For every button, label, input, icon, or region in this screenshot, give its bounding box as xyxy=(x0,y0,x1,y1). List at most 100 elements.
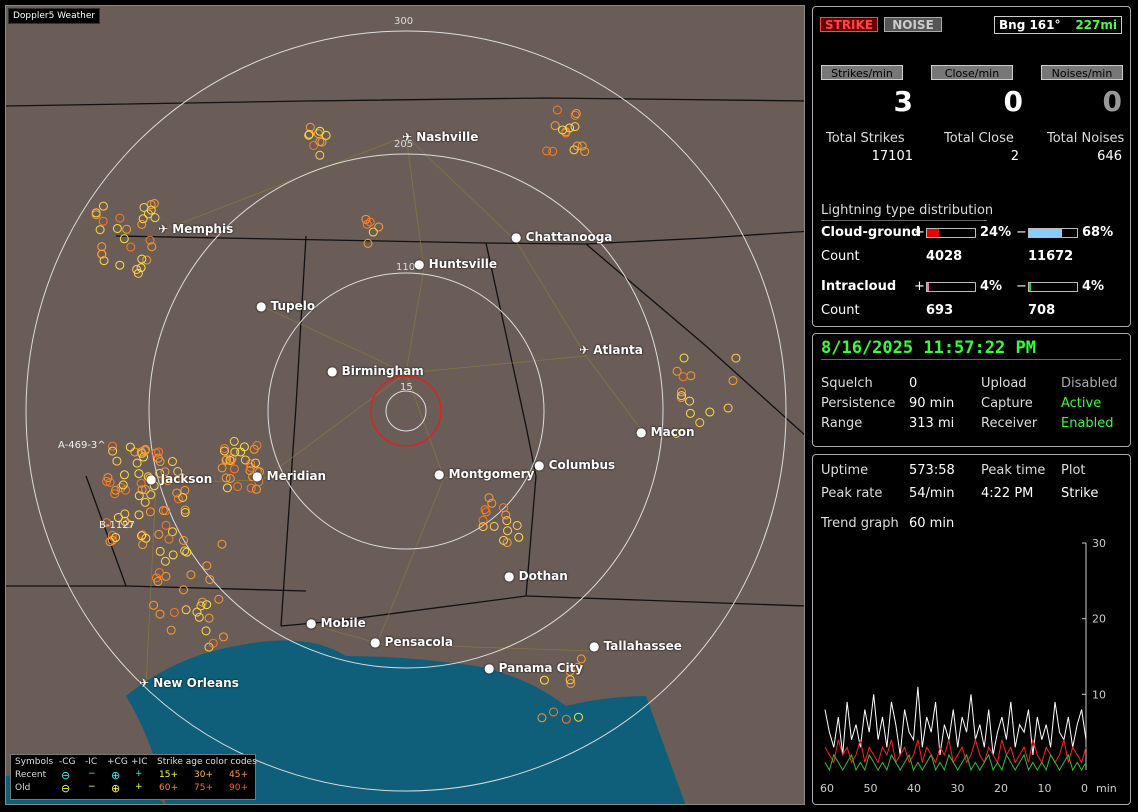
strike-symbol xyxy=(160,556,170,566)
strikes-per-min-button[interactable]: Strikes/min xyxy=(821,65,903,80)
trend-x-tick-label: 0 xyxy=(1081,782,1088,795)
close-range-ring xyxy=(370,375,442,447)
strike-symbol xyxy=(218,632,228,642)
ic-positive-pct: 4% xyxy=(980,279,1003,294)
strike-symbol xyxy=(484,493,494,503)
strike-symbol xyxy=(112,456,122,466)
strike-symbol xyxy=(576,654,586,664)
legend-old-neg-ic-icon: − xyxy=(88,782,96,792)
cg-minus-sign: − xyxy=(1016,225,1027,240)
strike-symbol xyxy=(91,210,101,220)
strike-symbol xyxy=(160,467,170,477)
strike-symbol xyxy=(219,443,229,453)
strike-symbol xyxy=(181,605,191,615)
legend-old-pos-ic-icon: + xyxy=(135,782,143,792)
legend-col-cg-neg: -CG xyxy=(59,757,76,767)
strike-symbol xyxy=(178,535,188,545)
strikes-per-min-value: 3 xyxy=(893,85,913,118)
strike-symbol xyxy=(571,108,581,118)
city-label-memphis: ✈ Memphis xyxy=(158,222,234,236)
strike-symbol xyxy=(186,570,196,580)
strike-symbol xyxy=(225,455,235,465)
total-close-label: Total Close xyxy=(944,131,1014,146)
close-per-min-value: 0 xyxy=(1003,85,1023,118)
strike-symbol xyxy=(95,225,105,235)
strike-symbol xyxy=(315,126,325,136)
trend-graph-value[interactable]: 60 min xyxy=(909,516,955,531)
strike-symbol xyxy=(98,216,108,226)
strike-symbol xyxy=(102,476,112,486)
strike-symbol xyxy=(173,494,183,504)
city-label-pensacola: ● Pensacola xyxy=(370,635,453,649)
strike-symbol xyxy=(217,463,227,473)
ic-negative-count: 708 xyxy=(1028,303,1056,318)
cg-label: Cloud-ground xyxy=(821,225,921,240)
strike-mode-button[interactable]: STRIKE xyxy=(820,17,878,32)
strike-symbol xyxy=(161,520,171,530)
strike-symbol xyxy=(155,468,165,478)
strike-symbol xyxy=(169,607,179,617)
strike-symbol xyxy=(569,145,579,155)
strike-symbol xyxy=(565,123,575,133)
strike-symbol xyxy=(225,473,235,483)
strike-symbol xyxy=(132,264,142,274)
strike-symbol xyxy=(140,497,150,507)
legend-old-label: Old xyxy=(15,783,31,793)
strike-symbol xyxy=(565,666,575,676)
strike-symbol xyxy=(136,447,146,457)
range-label-205: 205 xyxy=(394,139,414,150)
trend-x-tick-label: 50 xyxy=(864,782,878,795)
strike-symbol xyxy=(125,442,135,452)
receiver-status[interactable]: Enabled xyxy=(1061,416,1114,431)
noises-per-min-button[interactable]: Noises/min xyxy=(1041,65,1123,80)
legend-col-ic-pos: +IC xyxy=(131,757,148,767)
cg-negative-pct: 68% xyxy=(1082,225,1114,240)
strike-symbol xyxy=(550,121,560,131)
strike-symbol xyxy=(481,507,491,517)
city-label-tallahassee: ● Tallahassee xyxy=(589,639,682,653)
strike-symbol xyxy=(121,485,131,495)
strike-symbol xyxy=(512,520,522,530)
strike-symbol xyxy=(179,585,189,595)
strike-symbol xyxy=(134,510,144,520)
strike-symbol xyxy=(705,407,715,417)
upload-status[interactable]: Disabled xyxy=(1061,376,1118,391)
strike-symbol xyxy=(679,353,689,363)
capture-status[interactable]: Active xyxy=(1061,396,1102,411)
strike-symbol xyxy=(173,467,183,477)
cg-positive-pct: 24% xyxy=(980,225,1012,240)
strike-symbol xyxy=(180,508,190,518)
trend-graph-label: Trend graph xyxy=(821,516,899,531)
strike-symbol xyxy=(552,105,562,115)
strike-symbol xyxy=(119,470,129,480)
strike-symbol xyxy=(154,529,164,539)
strike-symbol xyxy=(99,256,109,266)
strike-symbol xyxy=(731,353,741,363)
peak-rate-label: Peak rate xyxy=(821,486,883,501)
strike-symbol xyxy=(123,519,133,529)
strike-symbol xyxy=(219,446,229,456)
strike-symbol xyxy=(254,477,264,487)
strike-symbol xyxy=(676,387,686,397)
receiver-label: Receiver xyxy=(981,416,1038,431)
trend-series-line-0 xyxy=(824,686,1087,755)
strike-symbol xyxy=(146,205,156,215)
strike-marker-b[interactable]: B-1127 xyxy=(99,520,135,531)
strike-symbol xyxy=(137,531,147,541)
strike-symbol xyxy=(120,516,130,526)
trend-x-tick-label: 60 xyxy=(820,782,834,795)
strike-symbol xyxy=(110,489,120,499)
legend-col-cg-pos: +CG xyxy=(107,757,128,767)
close-per-min-button[interactable]: Close/min xyxy=(931,65,1013,80)
strike-symbol xyxy=(214,594,224,604)
range-value: 313 mi xyxy=(909,416,955,431)
noise-mode-button[interactable]: NOISE xyxy=(884,17,942,32)
strike-marker-a[interactable]: A-469-3^ xyxy=(58,440,106,451)
strike-symbol xyxy=(145,473,155,483)
strike-symbol xyxy=(201,626,211,636)
lightning-map[interactable]: Doppler5 Weather 300 205 110 15 ✈ Nashvi… xyxy=(5,5,805,805)
strike-symbol xyxy=(480,505,490,515)
strike-symbol xyxy=(539,675,549,685)
plot-value[interactable]: Strike xyxy=(1061,486,1099,501)
map-canvas xyxy=(6,30,804,804)
